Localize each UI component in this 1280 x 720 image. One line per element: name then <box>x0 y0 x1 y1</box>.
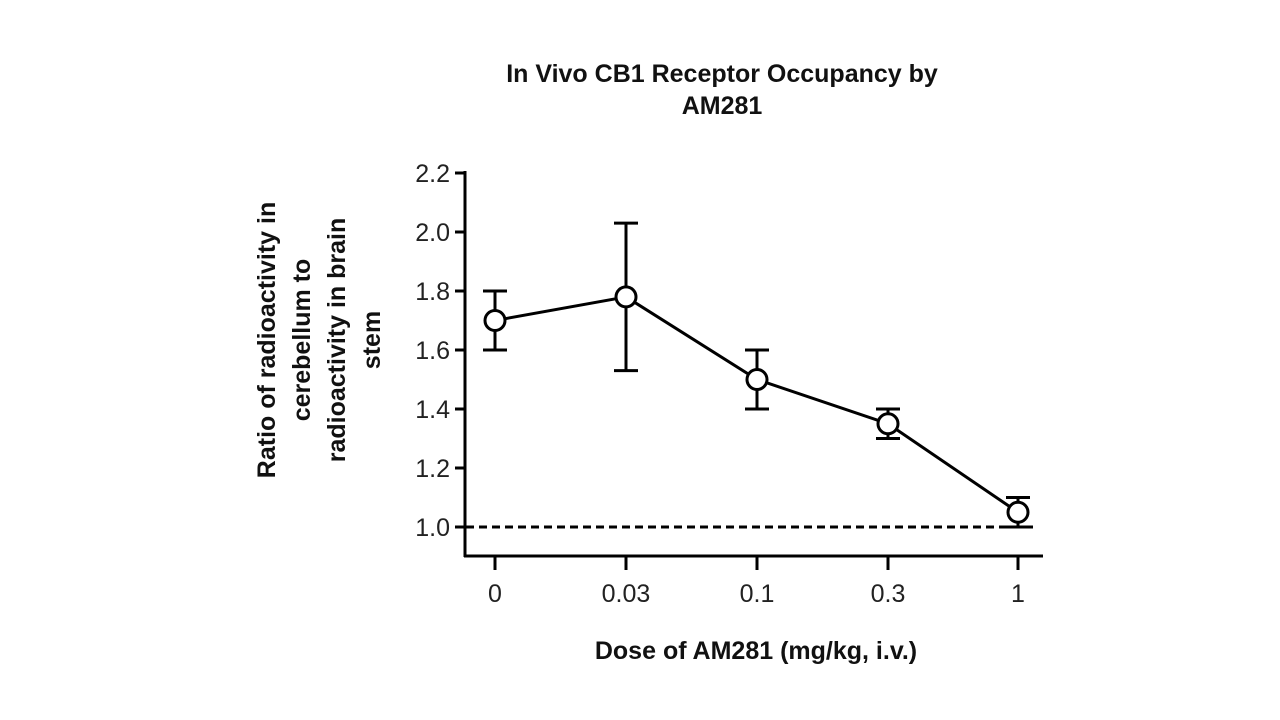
x-tick-label: 0.1 <box>740 580 775 608</box>
data-point <box>614 285 638 309</box>
y-tick-label: 1.0 <box>415 514 450 542</box>
x-tick-label: 0.03 <box>602 580 651 608</box>
y-tick-label: 2.0 <box>415 219 450 247</box>
data-point <box>876 412 900 436</box>
y-tick-label: 1.2 <box>415 455 450 483</box>
data-point <box>483 309 507 332</box>
y-tick-label: 1.8 <box>415 278 450 306</box>
chart-title-line-2: AM281 <box>682 92 763 120</box>
x-tick-label: 0.3 <box>871 580 906 608</box>
y-axis-label: Ratio of radioactivity in cerebellum to … <box>253 202 386 478</box>
data-point <box>1006 500 1030 524</box>
x-tick-label: 0 <box>488 580 502 608</box>
y-tick-label: 1.4 <box>415 396 450 424</box>
y-tick-label: 1.6 <box>415 337 450 365</box>
y-axis-label-line-2: cerebellum to <box>288 259 316 422</box>
x-axis-label: Dose of AM281 (mg/kg, i.v.) <box>595 637 917 665</box>
y-axis-label-line-3: radioactivity in brain <box>323 218 351 463</box>
y-axis-label-line-1: Ratio of radioactivity in <box>253 202 281 478</box>
x-tick-label: 1 <box>1011 580 1025 608</box>
y-tick-label: 2.2 <box>415 160 450 188</box>
y-axis-label-line-4: stem <box>358 311 386 369</box>
chart-title-line-1: In Vivo CB1 Receptor Occupancy by <box>506 60 938 88</box>
data-point <box>745 368 769 391</box>
